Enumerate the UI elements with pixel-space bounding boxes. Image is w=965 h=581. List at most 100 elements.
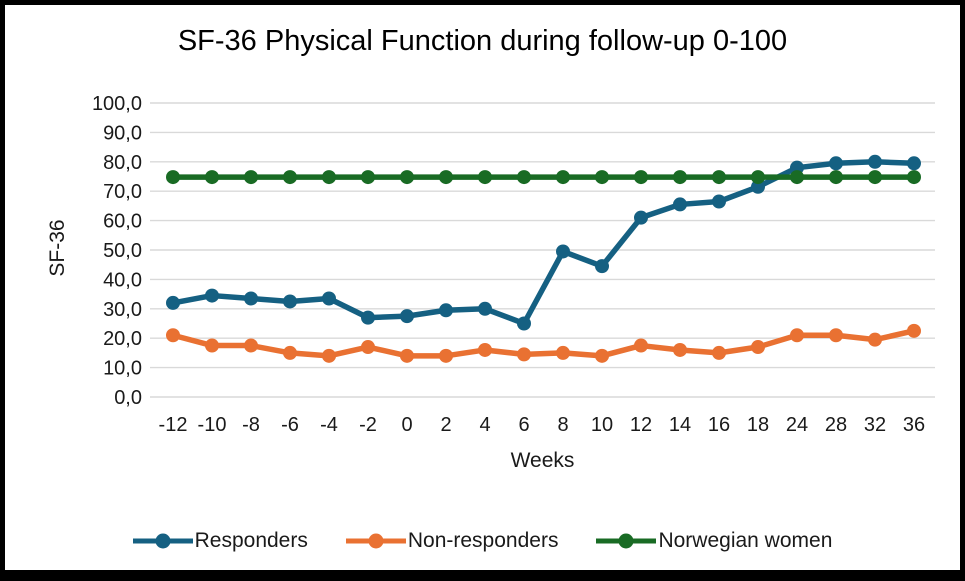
data-point bbox=[595, 170, 609, 185]
y-tick-label: 40,0 bbox=[103, 269, 142, 291]
series-responders bbox=[166, 154, 921, 331]
data-point bbox=[361, 340, 375, 355]
x-tick-label: 12 bbox=[630, 414, 652, 436]
data-point bbox=[400, 348, 414, 363]
data-point bbox=[673, 197, 687, 212]
x-tick-label: 10 bbox=[591, 414, 613, 436]
data-point bbox=[283, 170, 297, 185]
data-point bbox=[439, 170, 453, 185]
data-point bbox=[517, 347, 531, 362]
data-point bbox=[907, 170, 921, 185]
legend-marker-responders bbox=[132, 533, 193, 549]
legend-marker-non-responders bbox=[345, 533, 406, 549]
data-point bbox=[517, 170, 531, 185]
x-tick-label: 4 bbox=[479, 414, 490, 436]
data-point bbox=[439, 303, 453, 318]
x-tick-label: -10 bbox=[198, 414, 227, 436]
x-tick-label: 28 bbox=[825, 414, 847, 436]
data-point bbox=[790, 170, 804, 185]
data-point bbox=[478, 342, 492, 357]
gridlines bbox=[150, 102, 935, 398]
x-tick-label: 14 bbox=[669, 414, 691, 436]
x-tick-label: 32 bbox=[864, 414, 886, 436]
y-tick-label: 10,0 bbox=[103, 358, 142, 380]
data-point bbox=[361, 170, 375, 185]
x-tick-label: 16 bbox=[708, 414, 730, 436]
y-tick-label: 30,0 bbox=[103, 299, 142, 321]
data-point bbox=[205, 338, 219, 353]
data-point bbox=[166, 328, 180, 343]
data-point bbox=[868, 332, 882, 347]
data-point bbox=[244, 291, 258, 306]
x-tick-label: 2 bbox=[440, 414, 451, 436]
data-point bbox=[400, 309, 414, 324]
data-point bbox=[478, 170, 492, 185]
data-point bbox=[244, 338, 258, 353]
data-point bbox=[556, 170, 570, 185]
data-point bbox=[556, 244, 570, 259]
data-point bbox=[790, 328, 804, 343]
data-point bbox=[322, 348, 336, 363]
data-point bbox=[322, 170, 336, 185]
data-point bbox=[166, 295, 180, 310]
y-axis-title: SF-36 bbox=[46, 219, 69, 277]
y-tick-label: 90,0 bbox=[103, 122, 142, 144]
data-point bbox=[829, 170, 843, 185]
data-point bbox=[517, 316, 531, 331]
x-tick-label: -8 bbox=[242, 414, 260, 436]
data-point bbox=[907, 323, 921, 338]
x-tick-label: -4 bbox=[320, 414, 338, 436]
data-point bbox=[595, 259, 609, 274]
legend-label: Non-responders bbox=[407, 529, 559, 552]
data-point bbox=[634, 170, 648, 185]
data-point bbox=[712, 170, 726, 185]
data-point bbox=[829, 156, 843, 171]
plot-area: 100,090,080,070,060,050,040,030,020,010,… bbox=[92, 93, 935, 436]
y-tick-label: 60,0 bbox=[103, 211, 142, 233]
data-point bbox=[595, 348, 609, 363]
x-tick-label: 36 bbox=[903, 414, 925, 436]
data-point bbox=[283, 294, 297, 309]
data-point bbox=[673, 342, 687, 357]
y-tick-label: 50,0 bbox=[103, 240, 142, 262]
series-non-responders bbox=[166, 323, 921, 363]
data-point bbox=[712, 345, 726, 360]
data-point bbox=[751, 170, 765, 185]
data-point bbox=[361, 310, 375, 325]
data-point bbox=[205, 170, 219, 185]
data-point bbox=[322, 291, 336, 306]
data-point bbox=[205, 288, 219, 303]
legend-label: Norwegian women bbox=[658, 529, 833, 552]
x-tick-label: -12 bbox=[159, 414, 188, 436]
x-tick-label: 8 bbox=[557, 414, 568, 436]
chart-title: SF-36 Physical Function during follow-up… bbox=[177, 25, 788, 57]
series-norwegian-women bbox=[166, 170, 921, 185]
data-point bbox=[634, 338, 648, 353]
x-tick-label: 0 bbox=[401, 414, 412, 436]
legend-item-norwegian-women: Norwegian women bbox=[596, 529, 832, 553]
data-point bbox=[751, 340, 765, 355]
x-tick-label: 18 bbox=[747, 414, 769, 436]
legend-item-responders: Responders bbox=[132, 529, 308, 553]
x-tick-label: 6 bbox=[518, 414, 529, 436]
x-axis-title: Weeks bbox=[510, 449, 575, 472]
data-point bbox=[868, 154, 882, 169]
x-tick-label: -2 bbox=[359, 414, 377, 436]
data-point bbox=[829, 328, 843, 343]
y-tick-label: 0,0 bbox=[114, 387, 142, 409]
data-point bbox=[712, 194, 726, 209]
legend-label: Responders bbox=[194, 529, 308, 552]
data-point bbox=[751, 179, 765, 194]
data-point bbox=[907, 156, 921, 171]
data-point bbox=[634, 210, 648, 225]
data-point bbox=[478, 301, 492, 316]
data-point bbox=[283, 345, 297, 360]
x-tick-label: 24 bbox=[786, 414, 808, 436]
data-point bbox=[439, 348, 453, 363]
y-tick-label: 100,0 bbox=[92, 93, 142, 115]
data-point bbox=[868, 170, 882, 185]
y-tick-label: 70,0 bbox=[103, 181, 142, 203]
data-point bbox=[166, 170, 180, 185]
legend: Responders Non-responders Norwegian women bbox=[5, 529, 960, 553]
